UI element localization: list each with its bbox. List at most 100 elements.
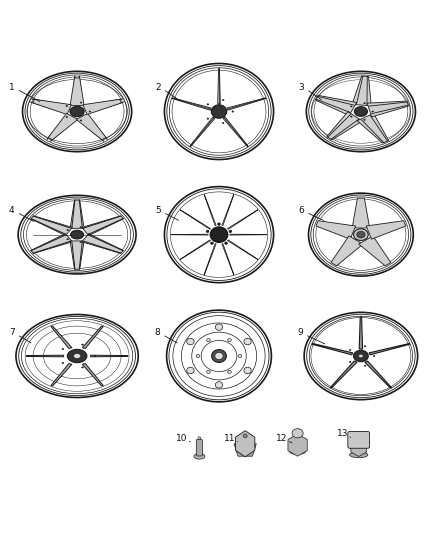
- Ellipse shape: [357, 231, 365, 238]
- Text: 6: 6: [298, 206, 304, 215]
- Ellipse shape: [66, 106, 67, 107]
- Text: 7: 7: [9, 328, 14, 337]
- Text: 12: 12: [276, 434, 288, 443]
- Ellipse shape: [80, 102, 82, 103]
- Polygon shape: [33, 99, 71, 115]
- Text: 11: 11: [224, 434, 235, 443]
- Polygon shape: [82, 216, 124, 236]
- Text: 5: 5: [155, 206, 161, 215]
- Polygon shape: [82, 234, 124, 253]
- Ellipse shape: [206, 230, 209, 232]
- Ellipse shape: [244, 367, 251, 374]
- Polygon shape: [204, 244, 216, 275]
- Ellipse shape: [71, 230, 84, 239]
- Polygon shape: [82, 364, 103, 386]
- Ellipse shape: [196, 354, 200, 358]
- Text: 4: 4: [9, 206, 14, 215]
- Ellipse shape: [62, 362, 64, 364]
- Polygon shape: [222, 195, 234, 225]
- Polygon shape: [26, 355, 64, 357]
- Ellipse shape: [211, 242, 213, 244]
- Polygon shape: [351, 438, 367, 456]
- Ellipse shape: [62, 349, 64, 350]
- Polygon shape: [352, 198, 370, 228]
- Polygon shape: [222, 244, 234, 275]
- Polygon shape: [51, 364, 72, 386]
- Text: 9: 9: [297, 328, 303, 337]
- Ellipse shape: [218, 223, 220, 225]
- Polygon shape: [227, 240, 258, 260]
- Ellipse shape: [238, 354, 242, 358]
- Ellipse shape: [292, 429, 303, 438]
- Polygon shape: [227, 209, 258, 229]
- Polygon shape: [312, 343, 353, 355]
- Polygon shape: [330, 361, 357, 388]
- Ellipse shape: [94, 356, 95, 357]
- Text: 13: 13: [337, 429, 349, 438]
- Ellipse shape: [215, 324, 223, 330]
- Polygon shape: [31, 234, 72, 253]
- Polygon shape: [82, 326, 103, 349]
- Text: 10: 10: [176, 434, 187, 443]
- Polygon shape: [180, 209, 211, 229]
- Polygon shape: [31, 216, 72, 236]
- Ellipse shape: [207, 118, 208, 119]
- Polygon shape: [369, 343, 410, 355]
- Ellipse shape: [223, 123, 224, 124]
- Polygon shape: [359, 236, 391, 266]
- Ellipse shape: [243, 434, 247, 438]
- Ellipse shape: [350, 361, 351, 362]
- Polygon shape: [227, 98, 266, 110]
- Ellipse shape: [229, 230, 232, 232]
- Ellipse shape: [187, 338, 194, 345]
- Ellipse shape: [88, 234, 90, 235]
- Polygon shape: [234, 444, 256, 456]
- Ellipse shape: [350, 106, 352, 107]
- Ellipse shape: [228, 338, 231, 342]
- Polygon shape: [180, 240, 211, 260]
- Ellipse shape: [70, 106, 84, 117]
- Ellipse shape: [364, 346, 366, 347]
- Polygon shape: [352, 76, 371, 106]
- Polygon shape: [327, 112, 362, 140]
- Text: 3: 3: [298, 83, 304, 92]
- Ellipse shape: [67, 349, 87, 362]
- Ellipse shape: [210, 227, 228, 243]
- Polygon shape: [365, 361, 392, 388]
- Ellipse shape: [212, 350, 226, 362]
- Ellipse shape: [194, 454, 205, 459]
- Ellipse shape: [80, 227, 81, 228]
- Ellipse shape: [232, 111, 233, 112]
- Ellipse shape: [66, 117, 67, 118]
- Ellipse shape: [364, 365, 366, 366]
- Ellipse shape: [74, 353, 81, 359]
- Ellipse shape: [207, 370, 210, 374]
- Ellipse shape: [89, 111, 91, 112]
- Polygon shape: [91, 355, 128, 357]
- Ellipse shape: [290, 449, 305, 454]
- Text: 1: 1: [9, 83, 14, 92]
- Ellipse shape: [359, 354, 363, 358]
- FancyBboxPatch shape: [348, 432, 370, 448]
- Polygon shape: [288, 434, 307, 456]
- Ellipse shape: [67, 230, 68, 231]
- Ellipse shape: [364, 103, 365, 104]
- Ellipse shape: [364, 119, 365, 120]
- Ellipse shape: [244, 338, 251, 345]
- Polygon shape: [316, 221, 356, 239]
- Polygon shape: [315, 95, 357, 116]
- Ellipse shape: [215, 352, 223, 360]
- Ellipse shape: [81, 344, 83, 345]
- Ellipse shape: [225, 242, 227, 244]
- Ellipse shape: [187, 367, 194, 374]
- Polygon shape: [70, 200, 84, 228]
- Ellipse shape: [372, 111, 374, 112]
- Polygon shape: [204, 195, 216, 225]
- Ellipse shape: [228, 370, 231, 374]
- Ellipse shape: [207, 338, 210, 342]
- Polygon shape: [367, 101, 409, 117]
- Polygon shape: [48, 114, 78, 140]
- Ellipse shape: [80, 120, 82, 121]
- Polygon shape: [76, 114, 106, 140]
- Ellipse shape: [67, 239, 68, 240]
